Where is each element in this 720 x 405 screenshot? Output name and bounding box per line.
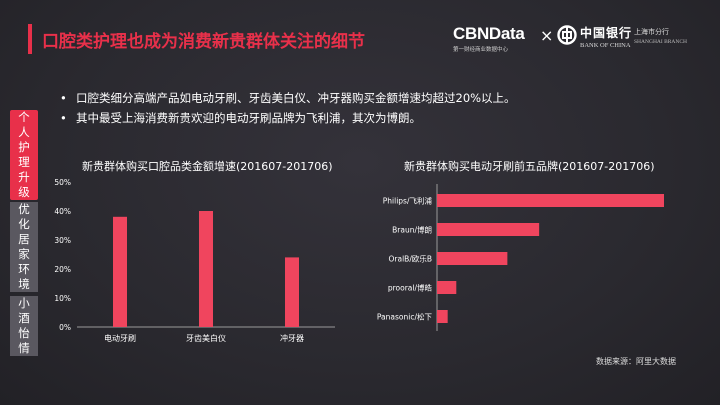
bullet-item: • 口腔类细分高端产品如电动牙刷、牙齿美白仪、冲牙器购买金额增速均超过20%以上。	[60, 91, 516, 105]
right-chart-title: 新贵群体购买电动牙刷前五品牌(201607-201706)	[404, 160, 655, 173]
x-tick-label: 电动牙刷	[104, 333, 136, 343]
sidebar-char: 个	[18, 110, 30, 124]
cbndata-logo-text: CBNData	[453, 24, 525, 43]
brand-ranking-chart: Philips/飞利浦 Braun/博朗 OralB/欧乐B prooral/博皓 Pa…	[377, 184, 664, 331]
bank-of-china-emblem-icon	[557, 25, 577, 45]
y-tick-label: OralB/欧乐B	[389, 254, 432, 264]
bar	[285, 257, 299, 327]
sidebar-char: 小	[18, 296, 30, 310]
y-tick-label: 30%	[54, 236, 71, 245]
sidebar-char: 优	[18, 202, 30, 216]
bullet-list: • 口腔类细分高端产品如电动牙刷、牙齿美白仪、冲牙器购买金额增速均超过20%以上。…	[60, 88, 516, 128]
sidebar-char: 护	[18, 140, 30, 154]
y-tick-label: Braun/博朗	[392, 225, 432, 235]
data-source-note: 数据来源：阿里大数据	[596, 357, 676, 366]
bar	[437, 194, 664, 207]
sidebar-char: 化	[18, 217, 30, 231]
sidebar-char: 理	[18, 155, 30, 169]
x-tick-label: 牙齿美白仪	[186, 333, 226, 343]
logo-separator: ×	[540, 26, 554, 45]
y-tick-label: 20%	[54, 265, 71, 274]
y-tick-label: 0%	[59, 323, 71, 332]
y-tick-label: 50%	[54, 178, 71, 187]
sidebar-char: 怡	[18, 326, 30, 340]
sidebar-char: 情	[18, 341, 30, 355]
bank-of-china-name-cn: 中国银行	[580, 26, 633, 40]
branch-label: 上海市分行 SHANGHAI BRANCH	[634, 27, 687, 45]
sidebar-char: 人	[18, 125, 30, 139]
bank-of-china-logo: 中国银行 BANK OF CHINA	[580, 24, 632, 49]
y-tick-label: Philips/飞利浦	[383, 196, 433, 206]
section-sidebar: 个 人 护 理 升 级 优 化 居 家 环 境 小 酒 怡 情	[10, 110, 38, 356]
sidebar-char: 家	[18, 247, 30, 261]
left-chart-title: 新贵群体购买口腔品类金额增速(201607-201706)	[82, 160, 333, 173]
sidebar-char: 境	[18, 277, 30, 291]
sidebar-char: 居	[18, 232, 30, 246]
cbndata-logo-subtext: 第一财经商业数据中心	[453, 47, 509, 53]
category-growth-chart: 0% 10% 20% 30% 40% 50% 电动牙刷 牙齿美白仪 冲牙器	[54, 178, 335, 343]
bullet-text: 其中最受上海消费新贵欢迎的电动牙刷品牌为飞利浦，其次为博朗。	[76, 111, 421, 125]
bar	[437, 252, 508, 265]
branch-name-en: SHANGHAI BRANCH	[634, 39, 688, 45]
sidebar-char: 级	[18, 185, 30, 199]
bank-of-china-name-en: BANK OF CHINA	[580, 42, 631, 49]
page-title: 口腔类护理也成为消费新贵群体关注的细节	[42, 32, 365, 52]
sidebar-item-personal-care[interactable]: 个 人 护 理 升 级	[10, 110, 38, 200]
bar	[437, 281, 457, 294]
y-tick-label: Panasonic/松下	[377, 312, 433, 322]
bar	[199, 211, 213, 327]
x-tick-label: 冲牙器	[280, 333, 304, 343]
sidebar-item-home-environment[interactable]: 优 化 居 家 环 境	[10, 202, 38, 292]
bar	[113, 216, 127, 327]
sidebar-char: 升	[18, 170, 30, 184]
y-tick-label: 40%	[54, 207, 71, 216]
sidebar-item-wine[interactable]: 小 酒 怡 情	[10, 296, 38, 356]
y-tick-label: prooral/博皓	[388, 283, 433, 293]
bar	[437, 310, 448, 323]
bullet-item: • 其中最受上海消费新贵欢迎的电动牙刷品牌为飞利浦，其次为博朗。	[60, 111, 421, 125]
bar	[437, 223, 540, 236]
branch-name-cn: 上海市分行	[634, 28, 669, 36]
cbndata-logo: CBNData 第一财经商业数据中心	[453, 24, 525, 53]
title-accent-bar	[28, 24, 32, 54]
sidebar-char: 环	[18, 262, 30, 276]
sidebar-char: 酒	[18, 311, 30, 325]
y-tick-label: 10%	[54, 294, 71, 303]
bullet-text: 口腔类细分高端产品如电动牙刷、牙齿美白仪、冲牙器购买金额增速均超过20%以上。	[76, 91, 516, 105]
